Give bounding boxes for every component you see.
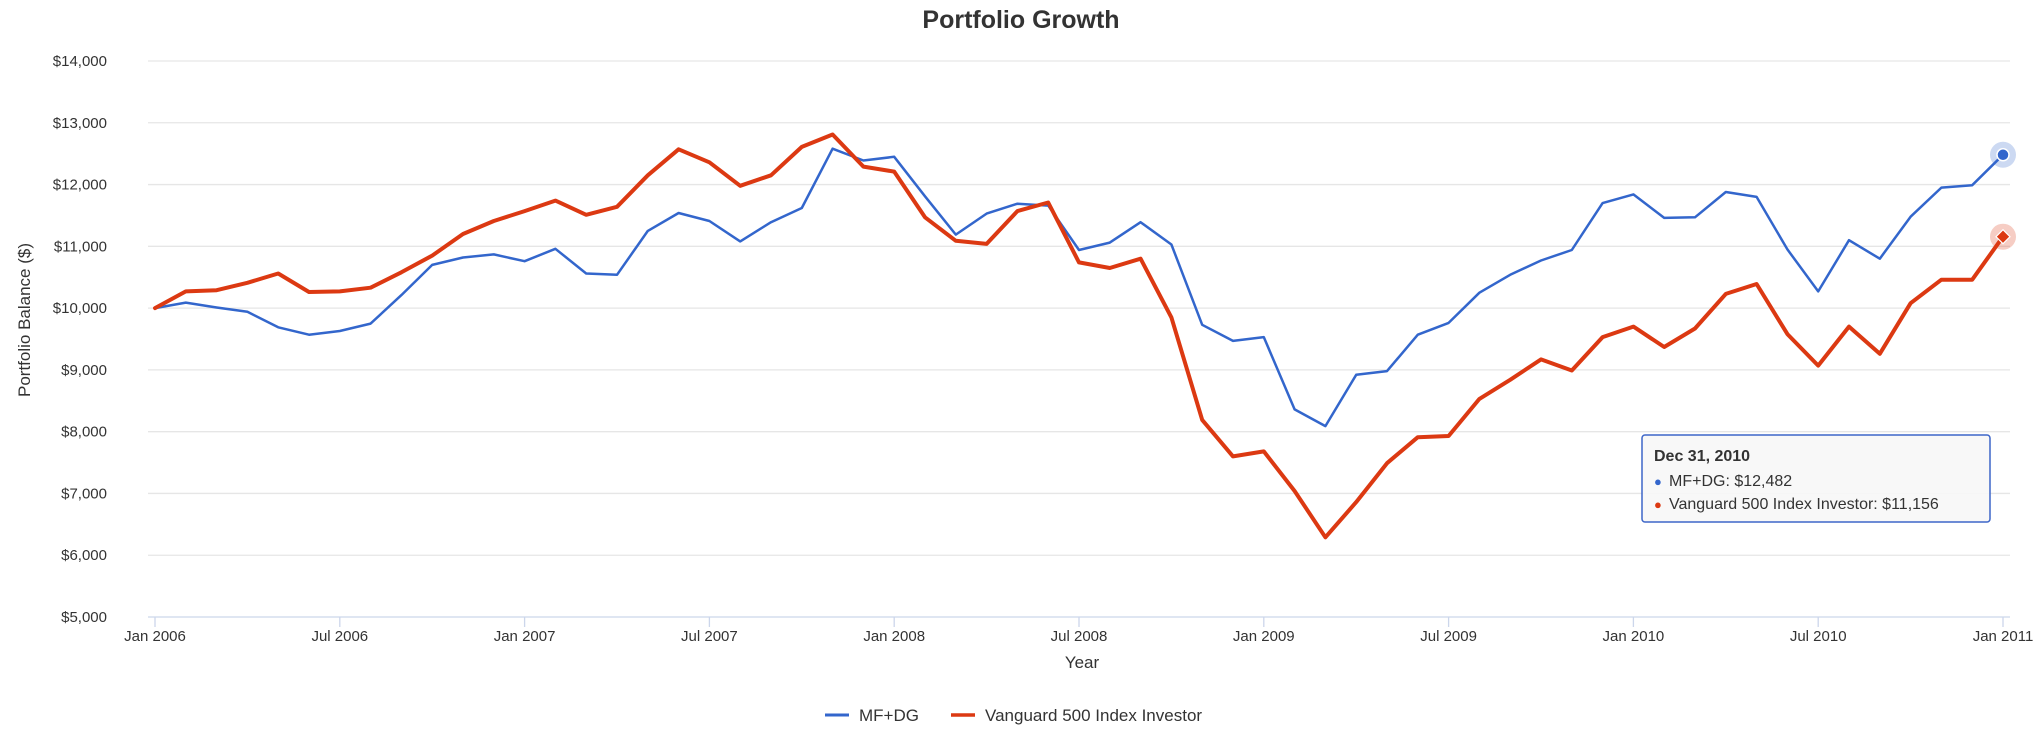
y-tick-label: $10,000 bbox=[53, 300, 107, 317]
x-axis: Jan 2006 Jul 2006 Jan 2007 Jul 2007 Jan 2008… bbox=[124, 616, 2034, 645]
x-tick-label: Jan 2009 bbox=[1233, 628, 1295, 645]
y-axis-title: Portfolio Balance ($) bbox=[15, 243, 34, 397]
hover-marker-mfdg bbox=[1996, 148, 2010, 162]
series-layer bbox=[153, 132, 2005, 540]
y-tick-label: $7,000 bbox=[61, 485, 107, 502]
tooltip-bullet-mfdg: ● bbox=[1654, 474, 1662, 489]
chart-title: Portfolio Growth bbox=[922, 6, 1119, 34]
x-tick-label: Jul 2006 bbox=[311, 628, 368, 645]
x-axis-title: Year bbox=[1065, 653, 1100, 672]
y-tick-label: $5,000 bbox=[61, 609, 107, 626]
x-tick-label: Jan 2010 bbox=[1603, 628, 1665, 645]
tooltip: Dec 31, 2010 ● MF+DG: $12,482 ● Vanguard… bbox=[1641, 434, 1991, 523]
y-tick-label: $14,000 bbox=[53, 53, 107, 70]
x-tick-label: Jul 2007 bbox=[681, 628, 738, 645]
tooltip-line-vanguard: Vanguard 500 Index Investor: $11,156 bbox=[1669, 496, 1939, 513]
legend-item-vanguard[interactable]: Vanguard 500 Index Investor bbox=[951, 706, 1202, 725]
legend-item-mfdg[interactable]: MF+DG bbox=[825, 706, 919, 725]
y-tick-label: $12,000 bbox=[53, 177, 107, 194]
hover-markers bbox=[1990, 141, 2016, 250]
y-tick-label: $8,000 bbox=[61, 424, 107, 441]
y-tick-label: $11,000 bbox=[54, 238, 107, 255]
x-tick-label: Jul 2009 bbox=[1420, 628, 1477, 645]
legend-label-mfdg: MF+DG bbox=[859, 706, 919, 725]
grid-layer bbox=[148, 60, 2010, 556]
legend: MF+DG Vanguard 500 Index Investor bbox=[825, 706, 1202, 725]
x-tick-label: Jul 2008 bbox=[1051, 628, 1108, 645]
y-tick-label: $13,000 bbox=[53, 115, 107, 132]
x-tick-label: Jan 2008 bbox=[863, 628, 925, 645]
series-line-vanguard bbox=[153, 132, 2005, 540]
y-tick-label: $6,000 bbox=[61, 547, 107, 564]
x-tick-label: Jul 2010 bbox=[1790, 628, 1847, 645]
x-tick-label: Jan 2007 bbox=[494, 628, 556, 645]
tooltip-line-mfdg: MF+DG: $12,482 bbox=[1669, 473, 1792, 490]
y-tick-label: $9,000 bbox=[61, 362, 107, 379]
legend-label-vanguard: Vanguard 500 Index Investor bbox=[985, 706, 1202, 725]
x-tick-label: Jan 2006 bbox=[124, 628, 186, 645]
x-tick-label: Jan 2011 bbox=[1973, 628, 2034, 645]
tooltip-date: Dec 31, 2010 bbox=[1654, 448, 1750, 465]
tooltip-bullet-vanguard: ● bbox=[1654, 497, 1662, 512]
series-line-mfdg bbox=[153, 147, 2005, 428]
hover-marker-vanguard bbox=[1995, 228, 2011, 245]
y-axis: $5,000 $6,000 $7,000 $8,000 $9,000 $10,000 $11… bbox=[53, 53, 107, 626]
tooltip-box bbox=[1641, 434, 1991, 523]
